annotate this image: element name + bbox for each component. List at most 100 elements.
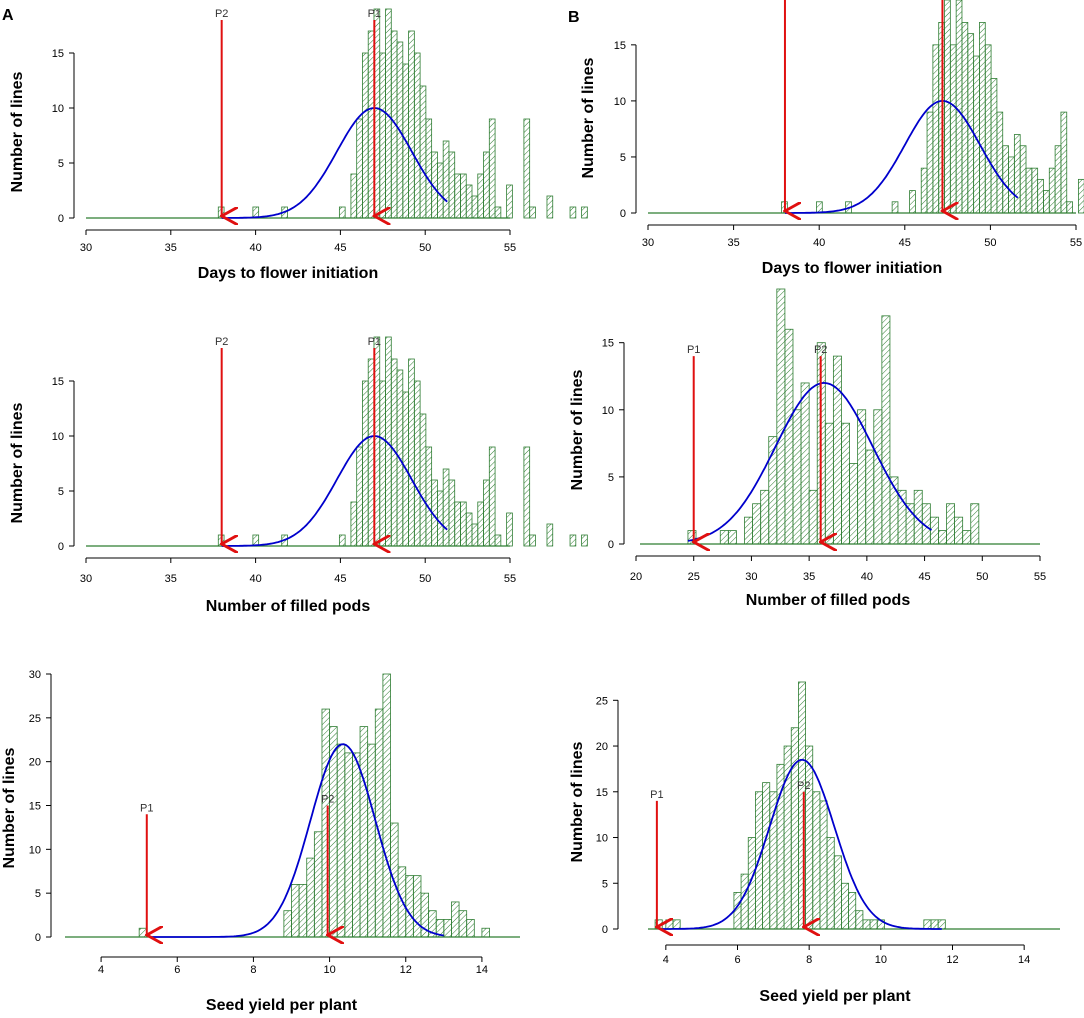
a1-x-axis-title: Days to flower initiation (198, 265, 378, 282)
a3-x-axis-title: Seed yield per plant (206, 997, 358, 1014)
b2-x-tick-label: 40 (861, 571, 873, 583)
a1-x-tick-label: 55 (504, 242, 516, 254)
b1-bar (955, 0, 963, 214)
a2-bar (529, 534, 536, 547)
a3-bar (291, 884, 300, 938)
b1-y-tick-label: 15 (614, 40, 626, 52)
a2-x-tick-label: 35 (165, 573, 177, 585)
b3-bar (812, 791, 821, 930)
b3-bar (833, 855, 842, 930)
a1-bar (523, 118, 531, 219)
b1-bar (1019, 145, 1027, 214)
a2-x-tick-label: 55 (504, 573, 516, 585)
b3-marker-label-p1: P1 (650, 789, 663, 801)
b2-bar (744, 516, 753, 545)
b3-bar (869, 919, 878, 930)
a2-bar (367, 358, 375, 547)
b1-bar (816, 201, 823, 214)
a1-y-axis-title: Number of lines (9, 71, 26, 192)
b1-bar (944, 0, 951, 214)
a3-bar (481, 927, 490, 938)
a1-bar (488, 118, 496, 219)
b1-bar (1037, 178, 1044, 214)
a3-bar (138, 927, 148, 938)
b2-bar (824, 422, 834, 545)
b1-x-tick-label: 45 (899, 237, 911, 249)
a3-marker-label-p1: P1 (140, 802, 153, 814)
b2-bar (865, 449, 875, 545)
a1-bar (442, 140, 450, 219)
a2-bar (408, 358, 415, 547)
a1-bar (581, 206, 588, 219)
a3-bar (283, 910, 292, 938)
b2-y-tick-label: 0 (608, 539, 614, 551)
b3-x-axis-title: Seed yield per plant (759, 988, 911, 1005)
b2-bar (881, 315, 891, 545)
a3-bar (382, 673, 391, 938)
a2-x-tick-label: 40 (249, 573, 261, 585)
a1-normal-curve (221, 107, 448, 219)
b2-x-tick-label: 30 (745, 571, 757, 583)
b1-normal-curve (785, 99, 1019, 214)
b2-bar (946, 503, 955, 545)
a1-bar (367, 30, 375, 219)
a3-x-tick-label: 10 (323, 964, 335, 976)
b1-bar (909, 190, 916, 214)
a1-bar (477, 173, 484, 219)
a2-bar (506, 512, 513, 547)
b2-bar (832, 355, 842, 545)
b1-bar (1008, 156, 1015, 214)
b3-bar (762, 782, 771, 930)
b2-bar (808, 489, 818, 545)
b3-x-tick-label: 14 (1018, 954, 1030, 966)
a1-bar (356, 118, 363, 219)
b3-x-tick-label: 4 (663, 954, 669, 966)
b1-y-tick-label: 5 (620, 152, 626, 164)
a3-x-tick-label: 8 (250, 964, 256, 976)
a2-bar (419, 413, 427, 547)
a3-y-tick-label: 15 (29, 801, 41, 813)
b2-y-tick-label: 10 (602, 405, 614, 417)
a1-bar (437, 162, 444, 219)
a2-bar (546, 523, 554, 547)
a1-bar (460, 173, 467, 219)
panel-label-a: A (2, 7, 14, 24)
a3-y-tick-label: 20 (29, 757, 41, 769)
a1-bar (506, 184, 513, 219)
b1-bar (1066, 201, 1073, 214)
b2-bar (962, 530, 972, 545)
b3-bar (783, 745, 792, 930)
b3-y-tick-label: 0 (602, 924, 608, 936)
a1-bar (465, 184, 473, 219)
a3-y-tick-label: 10 (29, 844, 41, 856)
a1-marker-label-p1: P1 (368, 8, 381, 20)
a3-y-tick-label: 5 (35, 888, 41, 900)
a3-bar (359, 726, 369, 938)
a2-bar (471, 523, 479, 547)
b2-bar (849, 463, 859, 545)
b2-bar (719, 530, 729, 545)
a3-y-axis-title: Number of lines (1, 747, 18, 868)
b3-y-tick-label: 20 (596, 741, 608, 753)
a2-bar (413, 380, 421, 547)
b3-x-tick-label: 8 (806, 954, 812, 966)
b3-bar (930, 919, 939, 930)
a2-bar (454, 501, 461, 547)
a2-x-tick-label: 30 (80, 573, 92, 585)
a1-x-tick-label: 45 (334, 242, 346, 254)
b3-bar (826, 837, 835, 930)
b1-bar (1048, 167, 1056, 214)
a1-bar (362, 52, 369, 219)
a1-y-tick-label: 0 (58, 213, 64, 225)
b2-normal-curve (687, 381, 932, 542)
b2-marker-label-p1: P1 (687, 344, 700, 356)
b2-marker-label-p2: P2 (814, 344, 827, 356)
b2-bar (776, 288, 786, 545)
a2-bar (425, 446, 433, 547)
a3-marker-label-p2: P2 (321, 794, 334, 806)
b2-bar (970, 503, 980, 545)
a2-bar (350, 501, 358, 547)
a1-bar (529, 206, 536, 219)
a1-bar (379, 52, 386, 219)
b3-normal-curve (658, 758, 942, 930)
